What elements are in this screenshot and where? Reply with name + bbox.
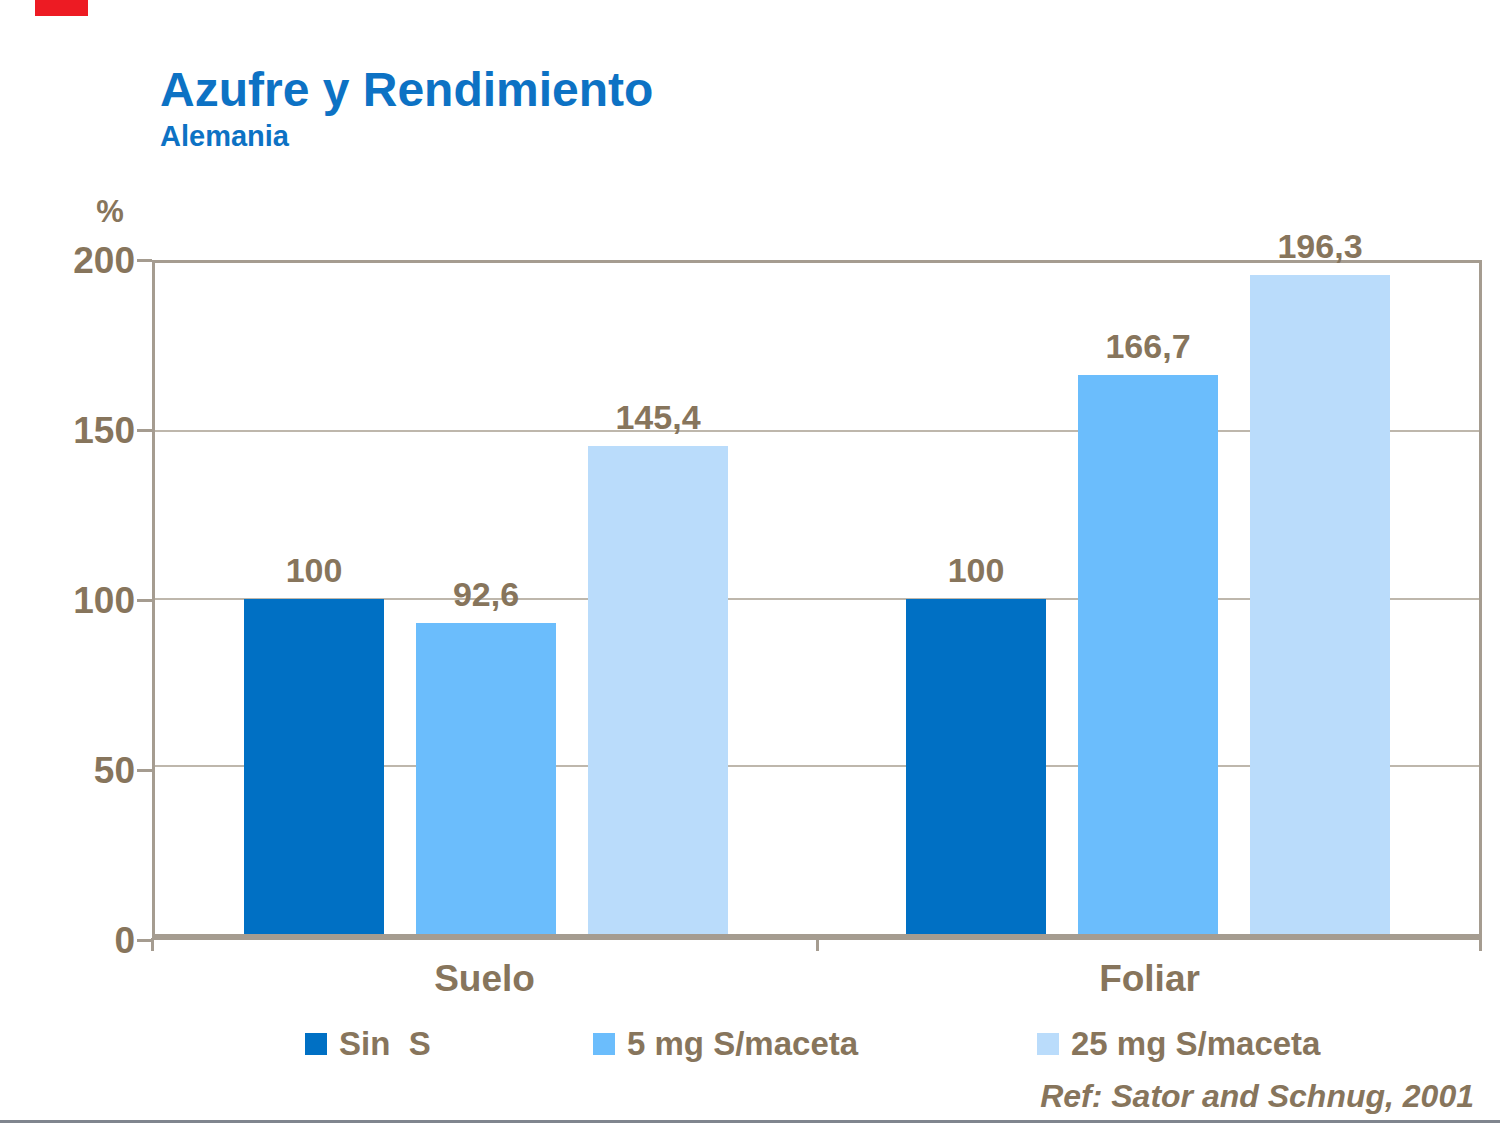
- legend-item: 5 mg S/maceta: [593, 1024, 858, 1064]
- y-axis-tick: [137, 429, 152, 432]
- y-axis-tick: [137, 599, 152, 602]
- bar-groups: 100 92,6 145,4 100 166,7 196,3: [155, 263, 1479, 934]
- bar-value-label: 196,3: [1277, 229, 1362, 263]
- legend-swatch-icon: [1037, 1033, 1059, 1055]
- bar-slot: 92,6: [416, 263, 556, 934]
- legend-swatch-icon: [305, 1033, 327, 1055]
- y-axis-tick: [137, 939, 152, 942]
- y-tick-label: 0: [114, 922, 135, 959]
- x-axis-tick: [151, 938, 154, 951]
- bar-value-label: 166,7: [1105, 329, 1190, 363]
- legend-item: Sin S: [305, 1024, 431, 1064]
- legend-item: 25 mg S/maceta: [1037, 1024, 1320, 1064]
- x-axis-tick: [1479, 938, 1482, 951]
- bar-slot: 166,7: [1078, 263, 1218, 934]
- plot-area: 100 92,6 145,4 100 166,7 196,3: [152, 260, 1482, 940]
- bar: [906, 599, 1046, 935]
- bar-value-label: 145,4: [615, 400, 700, 434]
- bar: [1250, 275, 1390, 934]
- page-subtitle: Alemania: [160, 120, 289, 153]
- bar-group-foliar: 100 166,7 196,3: [817, 263, 1479, 934]
- legend-label: Sin S: [339, 1024, 431, 1064]
- bar-group-suelo: 100 92,6 145,4: [155, 263, 817, 934]
- legend-swatch-icon: [593, 1033, 615, 1055]
- bar-value-label: 100: [286, 553, 343, 587]
- y-axis-tick: [137, 769, 152, 772]
- category-label-suelo: Suelo: [152, 958, 817, 1000]
- category-label-foliar: Foliar: [817, 958, 1482, 1000]
- y-tick-label: 100: [73, 582, 135, 619]
- legend: Sin S 5 mg S/maceta 25 mg S/maceta: [152, 1024, 1482, 1066]
- y-tick-label: 200: [73, 242, 135, 279]
- bar: [588, 446, 728, 934]
- category-labels-row: SueloFoliar: [152, 958, 1482, 1000]
- bar: [416, 623, 556, 934]
- bar-slot: 196,3: [1250, 263, 1390, 934]
- y-tick-label: 50: [94, 752, 135, 789]
- bar-slot: 100: [906, 263, 1046, 934]
- y-axis-labels: 050100150200: [10, 260, 135, 934]
- y-tick-label: 150: [73, 412, 135, 449]
- bottom-divider-line: [0, 1120, 1500, 1123]
- bar-slot: 145,4: [588, 263, 728, 934]
- y-axis-unit-label: %: [82, 194, 138, 230]
- red-accent-bar: [35, 0, 88, 16]
- y-axis-tick: [137, 259, 152, 262]
- bar-slot: 100: [244, 263, 384, 934]
- legend-label: 5 mg S/maceta: [627, 1024, 858, 1064]
- bar-value-label: 92,6: [453, 577, 519, 611]
- bar: [1078, 375, 1218, 934]
- bar-value-label: 100: [948, 553, 1005, 587]
- bar: [244, 599, 384, 935]
- reference-text: Ref: Sator and Schnug, 2001: [1040, 1078, 1474, 1115]
- x-axis-tick: [816, 938, 819, 951]
- legend-label: 25 mg S/maceta: [1071, 1024, 1320, 1064]
- page-title: Azufre y Rendimiento: [160, 62, 653, 117]
